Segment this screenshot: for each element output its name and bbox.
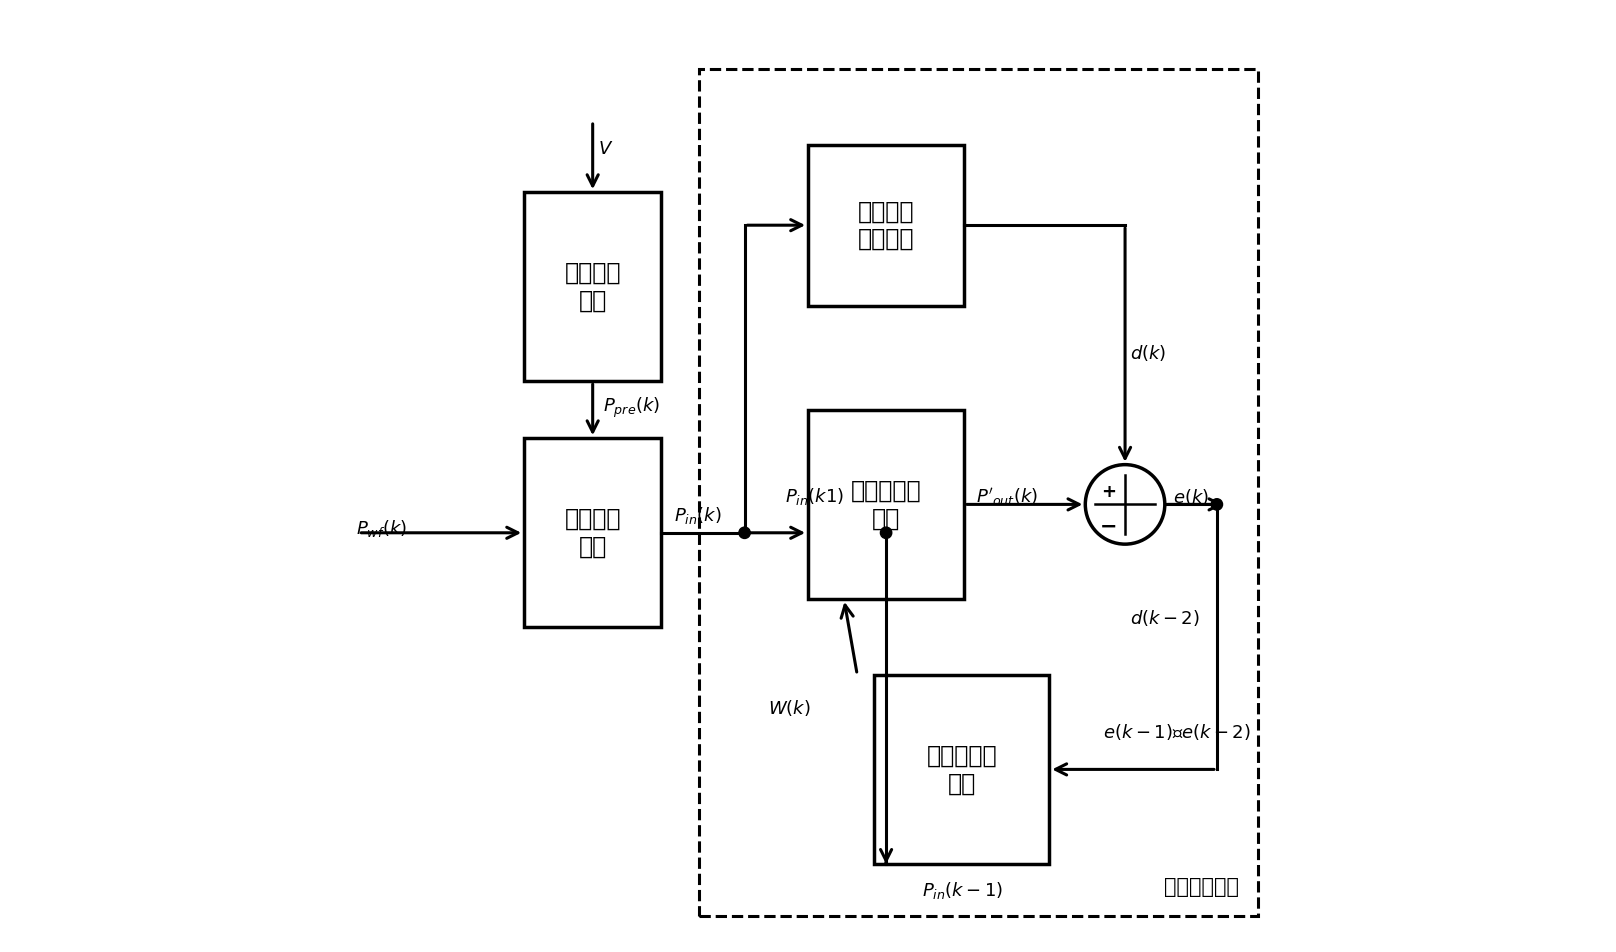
Text: $P_{in}(k)$: $P_{in}(k)$ bbox=[674, 506, 721, 526]
FancyBboxPatch shape bbox=[524, 438, 661, 627]
Text: 自适应滤波器: 自适应滤波器 bbox=[1164, 877, 1238, 897]
Text: $W(k)$: $W(k)$ bbox=[768, 698, 811, 718]
Text: $e(k-1)$、$e(k-2)$: $e(k-1)$、$e(k-2)$ bbox=[1104, 722, 1251, 742]
Circle shape bbox=[881, 527, 892, 539]
Text: 期望信号
限幅模块: 期望信号 限幅模块 bbox=[858, 199, 915, 251]
Text: −: − bbox=[1099, 516, 1117, 536]
Text: 自适应滤波
模块: 自适应滤波 模块 bbox=[850, 479, 921, 530]
Circle shape bbox=[1210, 499, 1223, 510]
Text: $P_{in}(k-1)$: $P_{in}(k-1)$ bbox=[921, 880, 1004, 901]
FancyBboxPatch shape bbox=[808, 145, 965, 306]
Text: $e(k)$: $e(k)$ bbox=[1173, 486, 1209, 506]
FancyBboxPatch shape bbox=[524, 192, 661, 382]
Text: $P_{wf}(k)$: $P_{wf}(k)$ bbox=[356, 518, 407, 539]
Circle shape bbox=[739, 527, 750, 539]
Text: +: + bbox=[1100, 483, 1117, 501]
Text: $V$: $V$ bbox=[598, 141, 612, 158]
Text: 功率预测
模块: 功率预测 模块 bbox=[564, 261, 621, 312]
FancyBboxPatch shape bbox=[808, 409, 965, 599]
Text: $P_{in}(k1)$: $P_{in}(k1)$ bbox=[785, 486, 845, 507]
Text: $P'_{out}(k)$: $P'_{out}(k)$ bbox=[976, 486, 1039, 507]
Text: 功率修正
模块: 功率修正 模块 bbox=[564, 506, 621, 559]
FancyBboxPatch shape bbox=[874, 675, 1049, 864]
Text: $d(k)$: $d(k)$ bbox=[1130, 343, 1167, 363]
Text: $P_{pre}(k)$: $P_{pre}(k)$ bbox=[603, 396, 659, 420]
Text: $d(k-2)$: $d(k-2)$ bbox=[1130, 608, 1199, 628]
Text: 自适应算法
模块: 自适应算法 模块 bbox=[926, 744, 997, 795]
